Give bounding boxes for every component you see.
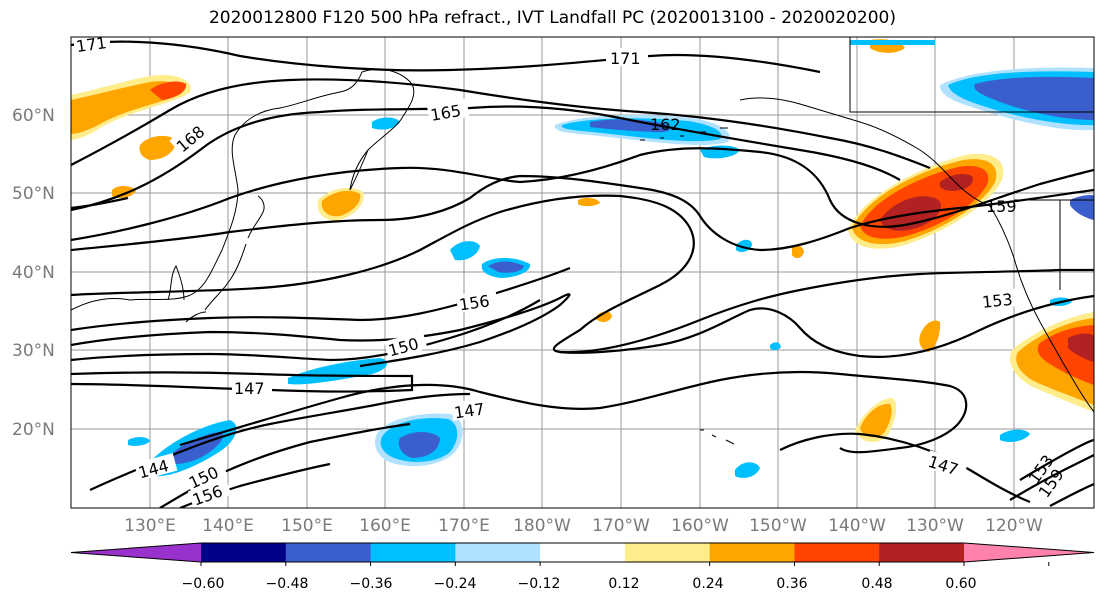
lon-tick-label: 150°E — [281, 516, 333, 536]
colorbar-tick-label: 0.24 — [692, 576, 723, 592]
colorbar-segment — [540, 543, 626, 562]
colorbar-segment — [624, 543, 711, 562]
lat-tick-label: 50°N — [12, 184, 55, 204]
colorbar-extend-low — [71, 543, 201, 562]
contour-153-east — [559, 294, 1094, 358]
contour-165 — [71, 105, 901, 212]
colorbar-segments — [70, 542, 1095, 563]
lat-axis: 60°N 50°N 40°N 30°N 20°N — [12, 106, 55, 440]
colorbar-segment — [201, 543, 287, 562]
contour-162 — [71, 147, 1094, 242]
contour-label: 156 — [458, 291, 491, 314]
colorbar-ticks: −0.60 −0.48 −0.36 −0.24 −0.12 0.12 0.24 … — [182, 562, 1050, 592]
map-frame — [70, 36, 1095, 509]
colorbar-extend-high — [964, 543, 1094, 562]
contour-label: 147 — [234, 379, 265, 398]
contour-150 — [71, 299, 541, 362]
colorbar: −0.60 −0.48 −0.36 −0.24 −0.12 0.12 0.24 … — [70, 542, 1095, 592]
contour-label: 147 — [453, 399, 486, 422]
contour-153 — [71, 293, 571, 368]
contour-label: 159 — [986, 197, 1017, 216]
colorbar-tick-label: 0.48 — [861, 576, 892, 592]
contour-171 — [71, 40, 821, 74]
colorbar-segment — [794, 543, 880, 562]
lon-tick-label: 130°E — [124, 516, 176, 536]
contour-156-north — [71, 194, 1094, 354]
lon-axis: 130°E 140°E 150°E 160°E 170°E 180°W 170°… — [124, 516, 1043, 536]
colorbar-segment — [285, 543, 372, 562]
lon-tick-label: 170°E — [438, 516, 490, 536]
colorbar-tick-label: −0.36 — [350, 576, 393, 592]
contour-label: 171 — [610, 49, 641, 68]
lat-tick-label: 20°N — [12, 420, 55, 440]
colorbar-tick-label: 0.12 — [608, 576, 639, 592]
contour-147-se — [779, 432, 1031, 504]
lon-tick-label: 140°W — [828, 516, 886, 536]
colorbar-tick-label: −0.24 — [434, 576, 477, 592]
contour-labels: 171 171 168 165 162 159 156 153 150 147 … — [74, 33, 1068, 510]
contour-label: 162 — [650, 115, 681, 134]
colorbar-tick-label: −0.12 — [518, 576, 561, 592]
colorbar-segment — [455, 543, 541, 562]
map-panel: 171 171 168 165 162 159 156 153 150 147 … — [70, 33, 1095, 510]
colorbar-segment — [709, 543, 795, 562]
lon-tick-label: 160°E — [359, 516, 411, 536]
colorbar-tick-label: −0.48 — [266, 576, 309, 592]
lon-tick-label: 180°W — [513, 516, 571, 536]
lon-tick-label: 130°W — [906, 516, 964, 536]
contour-label: 171 — [75, 33, 108, 56]
lat-tick-label: 40°N — [12, 263, 55, 283]
lon-tick-label: 140°E — [202, 516, 254, 536]
colorbar-tick-label: −0.60 — [182, 576, 225, 592]
contour-label: 153 — [981, 290, 1013, 312]
contour-159 — [71, 174, 1094, 252]
colorbar-tick-label: 0.60 — [945, 576, 976, 592]
lon-tick-label: 150°W — [749, 516, 807, 536]
colorbar-segment — [370, 543, 456, 562]
contour-156 — [71, 266, 571, 332]
colorbar-segment — [879, 543, 965, 562]
lat-tick-label: 60°N — [12, 106, 55, 126]
colorbar-tick-label: 0.36 — [776, 576, 807, 592]
lon-tick-label: 160°W — [671, 516, 729, 536]
lon-tick-label: 120°W — [985, 516, 1043, 536]
lat-tick-label: 30°N — [12, 341, 55, 361]
lon-tick-label: 170°W — [592, 516, 650, 536]
contour-147-top — [71, 371, 414, 393]
contour-147 — [179, 370, 968, 454]
contour-168 — [71, 78, 931, 170]
map-title: 2020012800 F120 500 hPa refract., IVT La… — [208, 8, 896, 28]
coastlines — [71, 37, 1094, 445]
